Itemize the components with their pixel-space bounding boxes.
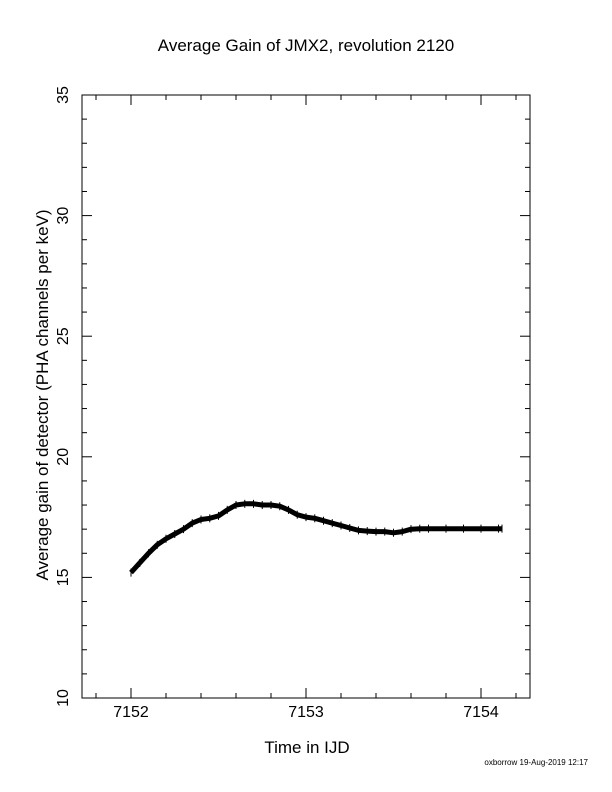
series-line [129, 501, 502, 575]
y-axis-label: Average gain of detector (PHA channels p… [33, 209, 52, 581]
y-tick-label: 10 [55, 689, 72, 707]
y-tick-label: 30 [55, 207, 72, 225]
y-tick-label: 35 [55, 86, 72, 104]
plot-frame [81, 94, 531, 699]
y-tick-label: 20 [55, 448, 72, 466]
chart-title: Average Gain of JMX2, revolution 2120 [157, 36, 455, 55]
x-tick-label: 7152 [113, 704, 149, 721]
x-axis-label: Time in IJD [264, 738, 350, 757]
y-tick-label: 25 [55, 327, 72, 345]
x-tick-label: 7153 [288, 704, 324, 721]
y-tick-label: 15 [55, 568, 72, 586]
footer-stamp: oxborrow 19-Aug-2019 12:17 [484, 758, 588, 767]
x-tick-label: 7154 [463, 704, 499, 721]
